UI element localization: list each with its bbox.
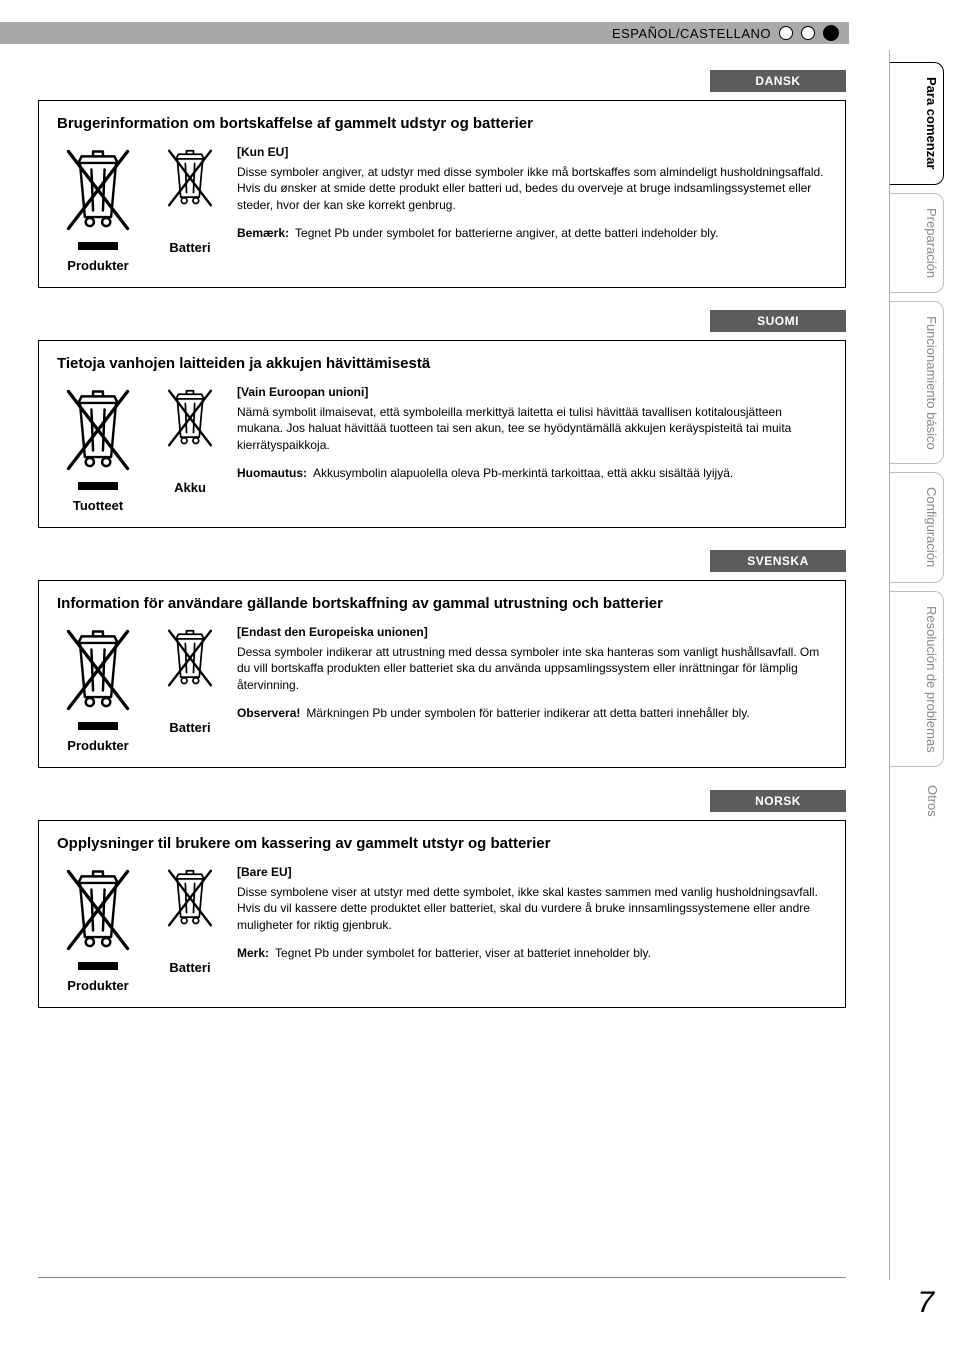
language-tag: SUOMI bbox=[710, 310, 846, 332]
body-paragraph: Disse symboler angiver, at udstyr med di… bbox=[237, 164, 827, 213]
battery-icon-block: Pb Batteri bbox=[161, 144, 219, 255]
icons-column: Tuotteet Pb Akku bbox=[57, 384, 219, 513]
battery-label: Batteri bbox=[169, 960, 210, 975]
battery-label: Batteri bbox=[169, 240, 210, 255]
progress-dot-icon bbox=[801, 26, 815, 40]
products-icon-block: Tuotteet bbox=[57, 384, 139, 513]
body-paragraph: Dessa symboler indikerar att utrustning … bbox=[237, 644, 827, 693]
language-tag: SVENSKA bbox=[710, 550, 846, 572]
products-label: Produkter bbox=[67, 978, 128, 993]
battery-icon-block: Pb Batteri bbox=[161, 624, 219, 735]
text-column: [Bare EU] Disse symbolene viser at utsty… bbox=[237, 864, 827, 993]
disposal-section: Brugerinformation om bortskaffelse af ga… bbox=[38, 100, 846, 288]
weee-bin-icon bbox=[57, 384, 139, 476]
note-label: Bemærk: bbox=[237, 225, 289, 241]
products-icon-block: Produkter bbox=[57, 144, 139, 273]
note-row: Observera! Märkningen Pb under symbolen … bbox=[237, 705, 827, 721]
text-column: [Kun EU] Disse symboler angiver, at udst… bbox=[237, 144, 827, 273]
section-block-0: DANSK Brugerinformation om bortskaffelse… bbox=[38, 70, 846, 288]
disposal-section: Information för användare gällande borts… bbox=[38, 580, 846, 768]
note-text: Tegnet Pb under symbolet for batterier, … bbox=[275, 945, 827, 961]
weee-bin-icon bbox=[57, 624, 139, 716]
products-icon-block: Produkter bbox=[57, 624, 139, 753]
black-bar-icon bbox=[78, 242, 118, 250]
side-tabs: Para comenzar Preparación Funcionamiento… bbox=[890, 62, 944, 827]
page-number: 7 bbox=[917, 1286, 934, 1320]
language-tag: NORSK bbox=[710, 790, 846, 812]
black-bar-icon bbox=[78, 722, 118, 730]
tab-resolucion-de-problemas[interactable]: Resolución de problemas bbox=[890, 591, 944, 768]
black-bar-icon bbox=[78, 482, 118, 490]
language-tag: DANSK bbox=[710, 70, 846, 92]
battery-icon-block: Pb Batteri bbox=[161, 864, 219, 975]
note-text: Tegnet Pb under symbolet for batterierne… bbox=[295, 225, 827, 241]
section-title: Brugerinformation om bortskaffelse af ga… bbox=[57, 115, 827, 132]
bottom-divider bbox=[38, 1277, 846, 1278]
text-column: [Endast den Europeiska unionen] Dessa sy… bbox=[237, 624, 827, 753]
black-bar-icon bbox=[78, 962, 118, 970]
products-label: Produkter bbox=[67, 258, 128, 273]
text-column: [Vain Euroopan unioni] Nämä symbolit ilm… bbox=[237, 384, 827, 513]
tab-otros[interactable]: Otros bbox=[890, 775, 944, 827]
icons-column: Produkter Pb Batteri bbox=[57, 144, 219, 273]
section-title: Opplysninger til brukere om kassering av… bbox=[57, 835, 827, 852]
disposal-section: Tietoja vanhojen laitteiden ja akkujen h… bbox=[38, 340, 846, 528]
weee-bin-icon bbox=[57, 144, 139, 236]
disposal-section: Opplysninger til brukere om kassering av… bbox=[38, 820, 846, 1008]
note-row: Huomautus: Akkusymbolin alapuolella olev… bbox=[237, 465, 827, 481]
tab-configuracion[interactable]: Configuración bbox=[890, 472, 944, 582]
section-block-1: SUOMI Tietoja vanhojen laitteiden ja akk… bbox=[38, 310, 846, 528]
products-label: Tuotteet bbox=[73, 498, 123, 513]
icons-column: Produkter Pb Batteri bbox=[57, 624, 219, 753]
note-row: Bemærk: Tegnet Pb under symbolet for bat… bbox=[237, 225, 827, 241]
section-block-2: SVENSKA Information för användare gällan… bbox=[38, 550, 846, 768]
note-row: Merk: Tegnet Pb under symbolet for batte… bbox=[237, 945, 827, 961]
battery-label: Akku bbox=[174, 480, 206, 495]
body-paragraph: Disse symbolene viser at utstyr med dett… bbox=[237, 884, 827, 933]
weee-bin-icon bbox=[161, 144, 219, 212]
sub-heading: [Kun EU] bbox=[237, 144, 827, 160]
body-paragraph: Nämä symbolit ilmaisevat, että symboleil… bbox=[237, 404, 827, 453]
header-row: ESPAÑOL/CASTELLANO bbox=[0, 22, 849, 44]
main-content: DANSK Brugerinformation om bortskaffelse… bbox=[38, 70, 846, 1030]
section-block-3: NORSK Opplysninger til brukere om kasser… bbox=[38, 790, 846, 1008]
note-label: Merk: bbox=[237, 945, 269, 961]
header-language-label: ESPAÑOL/CASTELLANO bbox=[612, 26, 771, 41]
note-label: Huomautus: bbox=[237, 465, 307, 481]
note-text: Akkusymbolin alapuolella oleva Pb-merkin… bbox=[313, 465, 827, 481]
products-icon-block: Produkter bbox=[57, 864, 139, 993]
sub-heading: [Vain Euroopan unioni] bbox=[237, 384, 827, 400]
weee-bin-icon bbox=[161, 864, 219, 932]
tab-para-comenzar[interactable]: Para comenzar bbox=[890, 62, 944, 185]
progress-dot-filled-icon bbox=[823, 25, 839, 41]
note-label: Observera! bbox=[237, 705, 300, 721]
section-title: Tietoja vanhojen laitteiden ja akkujen h… bbox=[57, 355, 827, 372]
tab-funcionamiento-basico[interactable]: Funcionamiento básico bbox=[890, 301, 944, 465]
sub-heading: [Endast den Europeiska unionen] bbox=[237, 624, 827, 640]
battery-icon-block: Pb Akku bbox=[161, 384, 219, 495]
weee-bin-icon bbox=[161, 624, 219, 692]
products-label: Produkter bbox=[67, 738, 128, 753]
icons-column: Produkter Pb Batteri bbox=[57, 864, 219, 993]
section-title: Information för användare gällande borts… bbox=[57, 595, 827, 612]
tab-preparacion[interactable]: Preparación bbox=[890, 193, 944, 293]
sub-heading: [Bare EU] bbox=[237, 864, 827, 880]
weee-bin-icon bbox=[57, 864, 139, 956]
progress-dot-icon bbox=[779, 26, 793, 40]
battery-label: Batteri bbox=[169, 720, 210, 735]
note-text: Märkningen Pb under symbolen för batteri… bbox=[306, 705, 827, 721]
weee-bin-icon bbox=[161, 384, 219, 452]
